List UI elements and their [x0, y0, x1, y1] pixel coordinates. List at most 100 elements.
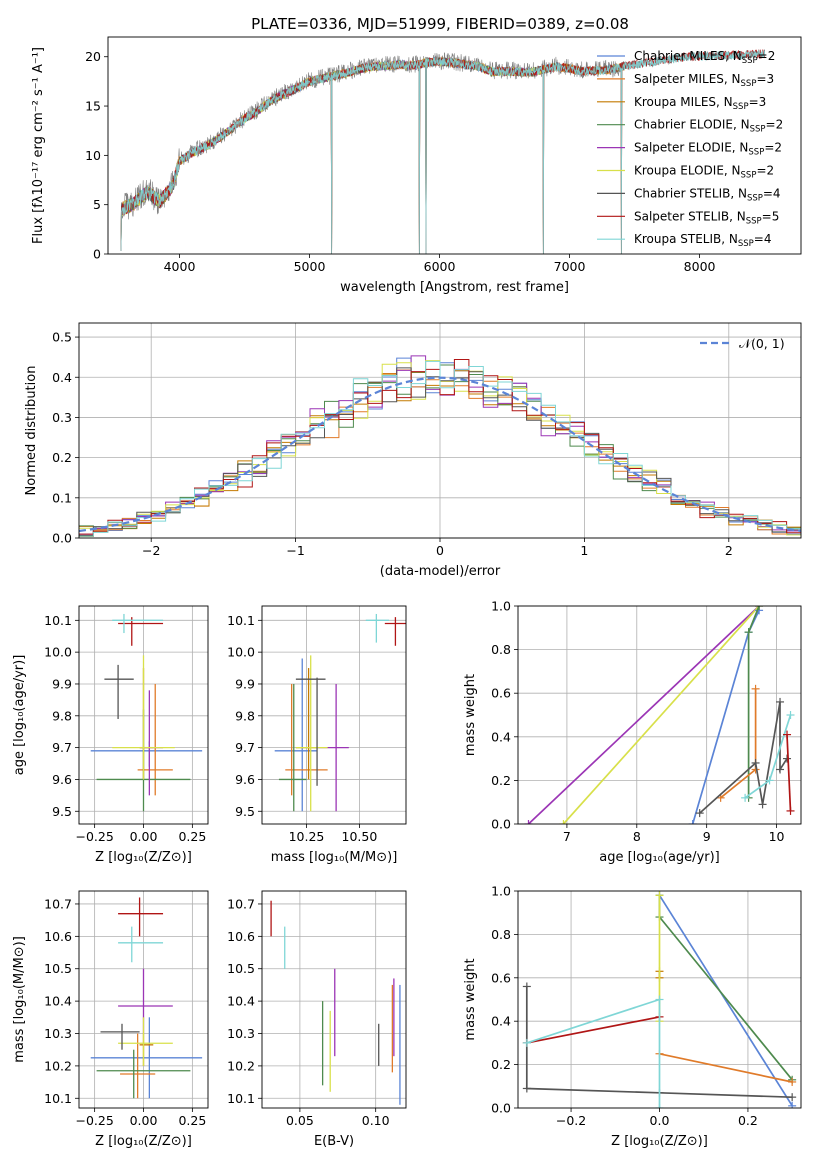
weight-polyline — [720, 688, 757, 799]
errorbar-chabrier-stelib — [104, 664, 134, 719]
weight-line-chabrier-miles — [688, 606, 764, 824]
legend-text-tail: =3 — [756, 72, 774, 86]
y-tick-label: 9.5 — [235, 804, 255, 819]
legend-entry-salpeter-elodie: Salpeter ELODIE, NSSP=2 — [634, 141, 782, 158]
y-axis-label: Flux [fλ10⁻¹⁷ erg cm⁻² s⁻¹ A⁻¹] — [31, 47, 46, 244]
legend-subscript: SSP — [742, 56, 758, 66]
weight-line-chabrier-stelib — [695, 697, 792, 818]
errorbar-kroupa-stelib — [118, 926, 164, 963]
errorbar-chabrier-elodie — [96, 1049, 191, 1099]
legend-entry-kroupa-elodie: Kroupa ELODIE, NSSP=2 — [634, 164, 774, 181]
age-vs-metallicity-chart: −0.25 0.00 0.25 9.5 9.6 9.7 9.8 9.9 10.0 10.1 Z [l… — [12, 605, 209, 865]
errorbar-salpeter-miles — [285, 683, 328, 796]
y-tick-label: 9.8 — [52, 708, 72, 723]
mass-vs-metallicity-chart: −0.25 0.00 0.25 10.1 10.2 10.3 10.4 10.5 10.6 10.… — [12, 890, 209, 1149]
spectrum-chart: 4000 5000 6000 7000 8000 0 5 10 15 20 wavelength [… — [31, 36, 802, 295]
legend-text: Kroupa STELIB, N — [634, 232, 738, 246]
x-tick-label: 0.25 — [178, 829, 206, 844]
x-tick-label: 5000 — [294, 259, 326, 274]
x-tick-label: 10.25 — [289, 829, 325, 844]
weight-polyline — [658, 895, 793, 1081]
x-tick-label: 7000 — [554, 259, 586, 274]
y-tick-label: 0.2 — [491, 1057, 511, 1072]
legend-subscript: SSP — [750, 125, 766, 135]
legend-entry-normal: 𝒩(0, 1) — [739, 336, 785, 351]
plot-area — [262, 891, 406, 1108]
x-tick-label: 1 — [580, 543, 588, 558]
errorbar-salpeter-miles — [120, 1033, 156, 1099]
y-tick-label: 0.8 — [491, 927, 511, 942]
y-tick-label: 9.6 — [52, 772, 72, 787]
errorbar-chabrier-stelib — [295, 677, 326, 786]
y-tick-label: 0 — [93, 247, 101, 262]
y-tick-label: 1.0 — [491, 599, 511, 614]
series-layer — [270, 900, 401, 1105]
errorbar-kroupa-elodie — [295, 655, 328, 812]
series-layer — [90, 613, 203, 812]
x-tick-label: 0.10 — [362, 1113, 390, 1128]
weight-polyline — [527, 606, 760, 824]
errorbar-kroupa-stelib — [112, 613, 164, 634]
weight-line-kroupa-stelib — [522, 995, 664, 1108]
series-layer — [522, 891, 797, 1108]
plot-area — [79, 891, 208, 1108]
y-axis-label: mass [log₁₀(M/M⊙)] — [12, 936, 27, 1063]
model-line-salpeter-miles — [120, 56, 625, 254]
y-tick-label: 20 — [85, 49, 101, 64]
errorbar-kroupa-stelib — [365, 613, 390, 643]
y-tick-label: 1.0 — [491, 884, 511, 899]
x-tick-label: 10.50 — [342, 829, 378, 844]
weight-polyline — [658, 894, 793, 1107]
y-tick-label: 0.0 — [52, 531, 72, 546]
weight-line-chabrier-stelib — [522, 982, 797, 1102]
y-tick-label: 0.1 — [52, 490, 72, 505]
y-tick-label: 10.4 — [44, 994, 72, 1009]
y-tick-label: 10.1 — [44, 1091, 72, 1106]
x-axis-label: Z [log₁₀(Z/Z⊙)] — [95, 850, 192, 865]
y-axis-label: age [log₁₀(age/yr)] — [12, 655, 27, 776]
x-axis-label: Z [log₁₀(Z/Z⊙)] — [95, 1134, 192, 1149]
y-tick-label: 10.6 — [227, 929, 255, 944]
legend-subscript: SSP — [747, 193, 763, 203]
y-tick-label: 5 — [93, 197, 101, 212]
axes: 4000 5000 6000 7000 8000 0 5 10 15 20 wavelength [… — [31, 36, 802, 295]
weight-line-chabrier-elodie — [655, 891, 797, 1084]
errorbar-chabrier-elodie — [278, 683, 307, 812]
series-layer — [274, 613, 406, 812]
legend-text-tail: =4 — [754, 232, 772, 246]
x-axis-label: Z [log₁₀(Z/Z⊙)] — [611, 1134, 708, 1149]
weight-polyline — [525, 986, 793, 1099]
y-tick-label: 0.8 — [491, 642, 511, 657]
axes-frame — [261, 605, 407, 825]
axes: −0.25 0.00 0.25 10.1 10.2 10.3 10.4 10.5 10.6 10.… — [12, 890, 209, 1149]
histogram-salpeter-stelib — [79, 359, 801, 535]
x-tick-label: −0.2 — [556, 1113, 586, 1128]
legend-entry-salpeter-stelib: Salpeter STELIB, NSSP=5 — [634, 209, 779, 226]
y-tick-label: 9.7 — [52, 740, 72, 755]
x-tick-label: 7 — [563, 829, 571, 844]
legend-subscript: SSP — [746, 216, 762, 226]
weight-polyline — [786, 734, 792, 811]
y-tick-label: 10.5 — [227, 961, 255, 976]
y-tick-label: 0.0 — [491, 817, 511, 832]
weight-line-salpeter-miles — [655, 1049, 797, 1086]
y-tick-label: 10 — [85, 148, 101, 163]
legend-text-tail: =2 — [764, 141, 782, 155]
x-tick-label: −2 — [142, 543, 160, 558]
x-tick-label: −0.25 — [75, 1113, 113, 1128]
x-tick-label: −1 — [286, 543, 304, 558]
axes-frame — [517, 605, 802, 825]
axes: −0.25 0.00 0.25 9.5 9.6 9.7 9.8 9.9 10.0 10.1 Z [l… — [12, 605, 209, 865]
normal-reference-curve — [79, 376, 801, 533]
x-axis-label: E(B-V) — [314, 1134, 354, 1149]
series-layer — [120, 49, 765, 254]
legend-entry-chabrier-elodie: Chabrier ELODIE, NSSP=2 — [634, 118, 783, 135]
axes-frame — [261, 890, 407, 1109]
legend-text: Chabrier ELODIE, N — [634, 118, 750, 132]
axes: 7 8 9 10 0.0 0.2 0.4 0.6 0.8 1.0 age [log₁₀(age/yr… — [463, 599, 802, 865]
errorbar-salpeter-stelib — [384, 617, 406, 646]
legend-subscript: SSP — [738, 239, 754, 249]
errorbar-salpeter-stelib — [118, 617, 164, 646]
